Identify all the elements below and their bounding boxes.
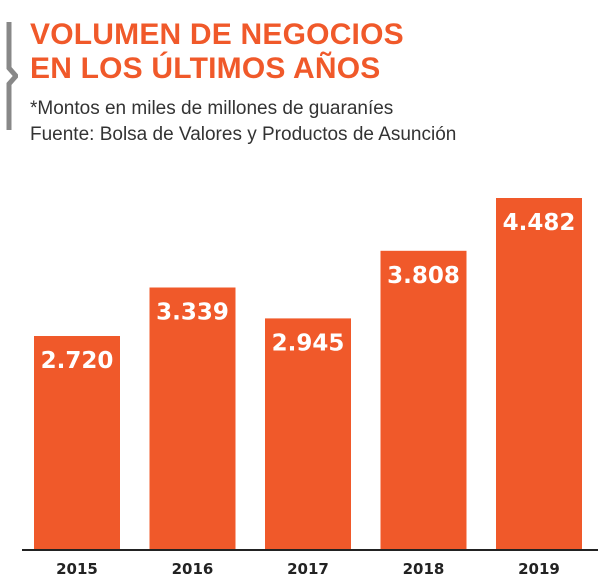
source-note: Fuente: Bolsa de Valores y Productos de … [30, 124, 457, 145]
bar-value-label-2018: 3.808 [387, 263, 460, 289]
x-tick-label-2017: 2017 [287, 560, 329, 578]
x-tick-label-2015: 2015 [56, 560, 98, 578]
bar-2015 [34, 336, 120, 549]
units-note: *Montos en miles de millones de guaraníe… [30, 98, 394, 119]
bar-2017 [265, 318, 351, 549]
bar-2016 [149, 287, 236, 549]
x-tick-label-2018: 2018 [403, 560, 445, 578]
bars-group: 2.720 3.339 2.945 3.808 4.482 [34, 198, 582, 550]
bar-value-label-2015: 2.720 [41, 348, 114, 374]
bar-2018 [380, 250, 467, 550]
chart-title-line-1: VOLUMEN DE NEGOCIOS [30, 18, 404, 51]
chart-title: VOLUMEN DE NEGOCIOS EN LOS ÚLTIMOS AÑOS [30, 18, 404, 86]
bar-value-label-2019: 4.482 [503, 210, 576, 236]
x-tick-label-2019: 2019 [518, 560, 560, 578]
x-tick-label-2016: 2016 [172, 560, 214, 578]
bar-2019 [496, 198, 582, 549]
bar-value-label-2017: 2.945 [272, 330, 345, 356]
x-tick-labels: 2015 2016 2017 2018 2019 [56, 560, 560, 578]
chart-subtitle: *Montos en miles de millones de guaraníe… [30, 96, 456, 148]
bar-value-label-2016: 3.339 [156, 300, 229, 326]
header-accent-bracket [6, 22, 18, 130]
chart-title-line-2: EN LOS ÚLTIMOS AÑOS [30, 52, 381, 85]
